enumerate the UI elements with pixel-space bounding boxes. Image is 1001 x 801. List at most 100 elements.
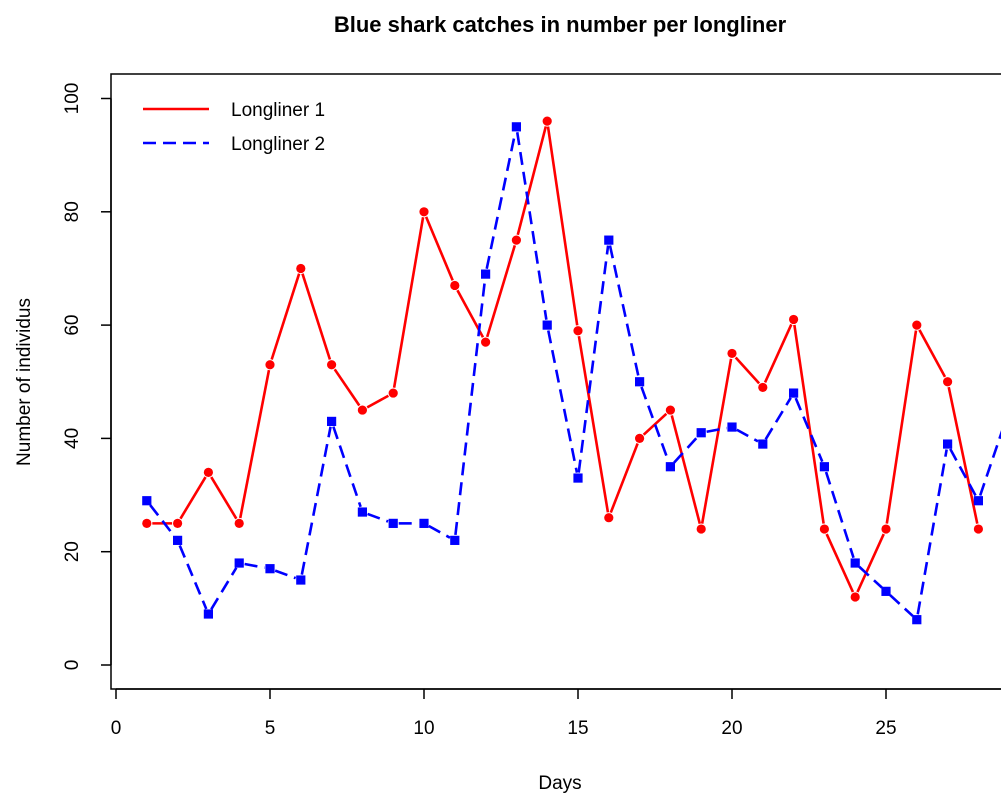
- y-tick-label: 80: [62, 201, 83, 222]
- series-2-point: [388, 518, 398, 528]
- series-2-segment: [547, 330, 579, 473]
- series-1-point: [327, 360, 337, 370]
- series-2-segment: [454, 279, 487, 536]
- series-1-segment: [238, 369, 271, 519]
- series-2-segment: [706, 426, 727, 434]
- series-2-segment: [367, 512, 389, 523]
- series-2-segment: [332, 426, 362, 508]
- series-2-segment: [274, 569, 297, 580]
- x-tick-label: 20: [721, 718, 742, 739]
- series-2-point: [696, 428, 706, 438]
- series-1-point: [511, 235, 521, 245]
- series-1-segment: [947, 386, 979, 524]
- series-1-point: [265, 360, 275, 370]
- series-2-point: [758, 439, 768, 449]
- series-1-point: [296, 263, 306, 274]
- series-2: [142, 122, 1001, 625]
- series-2-point: [327, 416, 337, 427]
- series-1-point: [357, 405, 367, 415]
- series-1-segment: [366, 394, 390, 409]
- series-1-segment: [424, 216, 454, 281]
- series-2-segment: [608, 245, 640, 377]
- series-1-point: [481, 337, 491, 347]
- series-1-point: [142, 518, 152, 528]
- legend-label-2: Longliner 2: [231, 134, 325, 155]
- series-1-point: [203, 467, 213, 477]
- series-1-point: [727, 348, 737, 359]
- series-1-segment: [333, 368, 361, 407]
- series-1-segment: [793, 324, 825, 524]
- series-2-point: [604, 235, 614, 245]
- series-1-point: [234, 518, 244, 528]
- plot-area-frame: [110, 73, 1001, 690]
- series-1-segment: [179, 476, 207, 520]
- series-2-point: [943, 439, 953, 449]
- legend: Longliner 1 Longliner 2: [143, 100, 325, 155]
- series-2-point: [142, 496, 152, 506]
- series-2-point: [265, 564, 275, 574]
- series-2-segment: [577, 245, 610, 473]
- series-2-point: [819, 462, 829, 472]
- series-2-point: [419, 518, 429, 528]
- series-1-segment: [392, 217, 425, 388]
- series-1-point: [912, 320, 922, 330]
- series-1-segment: [700, 358, 733, 524]
- series-1-segment: [609, 443, 639, 514]
- series-1-point: [973, 524, 984, 534]
- series-1-segment: [734, 356, 761, 385]
- x-tick-label: 5: [265, 718, 276, 739]
- series-1-segment: [577, 335, 610, 513]
- series-2-segment: [949, 448, 977, 497]
- x-tick-label: 0: [111, 718, 122, 739]
- y-tick-label: 100: [62, 83, 83, 115]
- series-1-segment: [918, 329, 947, 378]
- series-2-segment: [515, 132, 548, 320]
- series-2-segment: [640, 386, 670, 462]
- x-tick-label: 10: [413, 718, 434, 739]
- y-axis-label: Number of individus: [14, 298, 35, 466]
- series-1-point: [943, 377, 953, 387]
- series-2-point: [727, 422, 737, 432]
- series-2-point: [665, 462, 675, 472]
- series-1: [142, 116, 984, 602]
- series-2-segment: [764, 397, 792, 441]
- series-1-segment: [210, 476, 238, 520]
- series-2-segment: [244, 562, 265, 569]
- series-layer: [142, 116, 1001, 625]
- y-tick-label: 20: [62, 541, 83, 562]
- series-1-segment: [670, 415, 702, 525]
- series-2-point: [912, 615, 922, 625]
- series-2-point: [203, 609, 213, 619]
- series-1-point: [758, 382, 768, 393]
- series-1-point: [665, 405, 676, 415]
- series-2-point: [881, 586, 891, 596]
- series-1-point: [696, 524, 706, 534]
- legend-label-1: Longliner 1: [231, 100, 325, 121]
- x-tick-label: 15: [567, 718, 588, 739]
- series-2-segment: [178, 544, 208, 610]
- series-2-segment: [889, 594, 914, 617]
- series-2-segment: [858, 565, 883, 589]
- series-2-segment: [824, 471, 855, 559]
- series-1-segment: [856, 533, 885, 593]
- series-1-point: [850, 592, 860, 602]
- series-2-segment: [300, 426, 332, 575]
- axes: 0 5 10 15 20 25 0 20 40 60 80 100: [62, 83, 1001, 739]
- series-2-point: [789, 388, 799, 398]
- series-1-segment: [885, 330, 918, 524]
- series-2-segment: [485, 131, 517, 269]
- series-1-point: [542, 116, 552, 126]
- series-2-point: [234, 558, 244, 568]
- series-2-point: [542, 320, 552, 330]
- chart-title: Blue shark catches in number per longlin…: [334, 12, 787, 37]
- series-2-point: [357, 507, 367, 517]
- y-tick-label: 60: [62, 315, 83, 336]
- series-1-point: [173, 518, 183, 528]
- series-2-segment: [916, 449, 948, 615]
- series-1-point: [419, 207, 429, 217]
- series-2-segment: [428, 524, 451, 539]
- series-2-segment: [210, 567, 238, 610]
- series-1-point: [819, 524, 830, 534]
- x-tick-label: 25: [875, 718, 896, 739]
